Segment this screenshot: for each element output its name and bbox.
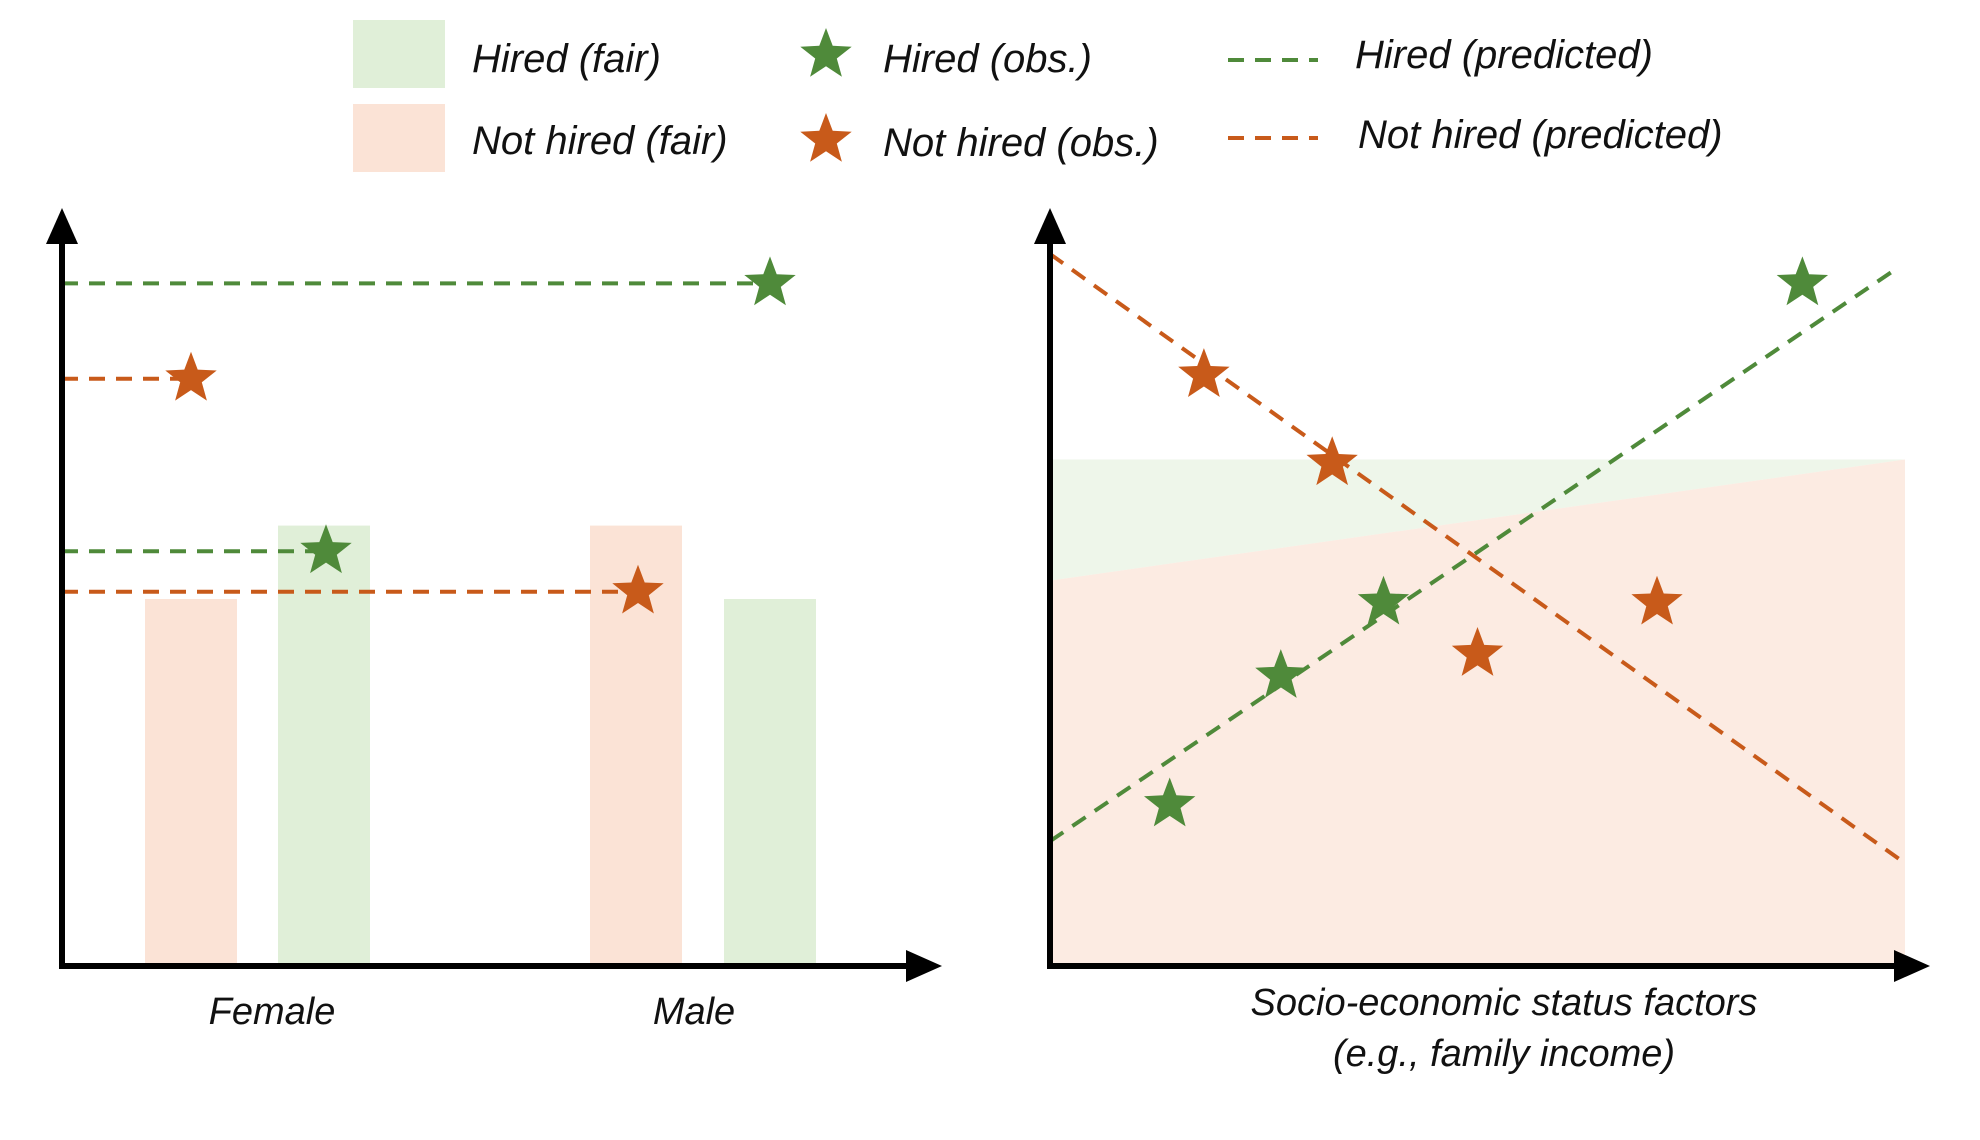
right-axes xyxy=(1034,208,1930,982)
legend-hired-obs-star-icon xyxy=(800,28,852,77)
not-hired-obs-star-male xyxy=(612,564,664,614)
hired-predicted-line xyxy=(1048,267,1898,843)
legend-hired-obs-label: Hired (obs.) xyxy=(883,37,1092,81)
not-hired-predicted-line xyxy=(1048,252,1907,865)
left-predicted-lines xyxy=(62,281,766,594)
right-y-axis-arrow-icon xyxy=(1034,208,1066,244)
hired-obs-star-female xyxy=(300,524,352,574)
hired-obs-star xyxy=(1357,575,1410,625)
hired-obs-star xyxy=(1776,256,1829,306)
not-hired-obs-star xyxy=(1631,575,1683,625)
not-hired-obs-star xyxy=(1306,436,1358,486)
not-hired-obs-star-female xyxy=(165,351,217,401)
left-category-label-female: Female xyxy=(209,991,336,1033)
legend-not-hired-obs-label: Not hired (obs.) xyxy=(883,121,1159,165)
bar-not-hired-fair-female xyxy=(145,599,237,966)
not-hired-obs-star xyxy=(1451,627,1504,676)
not-hired-fair-band xyxy=(1050,459,1905,966)
left-x-axis-arrow-icon xyxy=(906,950,942,982)
legend-hired-fair-label: Hired (fair) xyxy=(472,37,661,81)
left-bar-chart: Female Male xyxy=(46,208,942,1033)
not-hired-obs-star xyxy=(1178,348,1230,397)
left-observed-stars xyxy=(165,256,796,614)
legend-hired-predicted-label: Hired (predicted) xyxy=(1355,33,1653,77)
bar-hired-fair-male xyxy=(724,599,816,966)
left-fair-bars xyxy=(145,525,816,966)
legend-not-hired-obs-star-icon xyxy=(800,113,852,162)
left-axes xyxy=(46,208,942,982)
legend-not-hired-fair-swatch xyxy=(353,104,445,172)
hired-obs-star xyxy=(1255,649,1307,698)
legend: Hired (fair) Not hired (fair) Hired (obs… xyxy=(353,20,1723,172)
right-x-axis-label: Socio-economic status factors xyxy=(1251,982,1758,1024)
right-x-axis-arrow-icon xyxy=(1894,950,1930,982)
legend-hired-fair-swatch xyxy=(353,20,445,88)
right-x-axis-label-line2: (e.g., family income) xyxy=(1333,1033,1675,1075)
right-fair-bands xyxy=(1050,459,1905,966)
left-category-label-male: Male xyxy=(653,991,735,1033)
bar-hired-fair-female xyxy=(278,525,370,966)
legend-not-hired-predicted-label: Not hired (predicted) xyxy=(1358,113,1723,157)
hired-obs-star-male xyxy=(744,256,796,306)
legend-not-hired-fair-label: Not hired (fair) xyxy=(472,119,728,163)
right-scatter-chart: Socio-economic status factors (e.g., fam… xyxy=(1034,208,1930,1075)
hired-obs-star xyxy=(1144,777,1196,827)
left-y-axis-arrow-icon xyxy=(46,208,78,244)
right-observed-stars xyxy=(1144,256,1829,827)
right-predicted-lines xyxy=(1048,252,1907,865)
